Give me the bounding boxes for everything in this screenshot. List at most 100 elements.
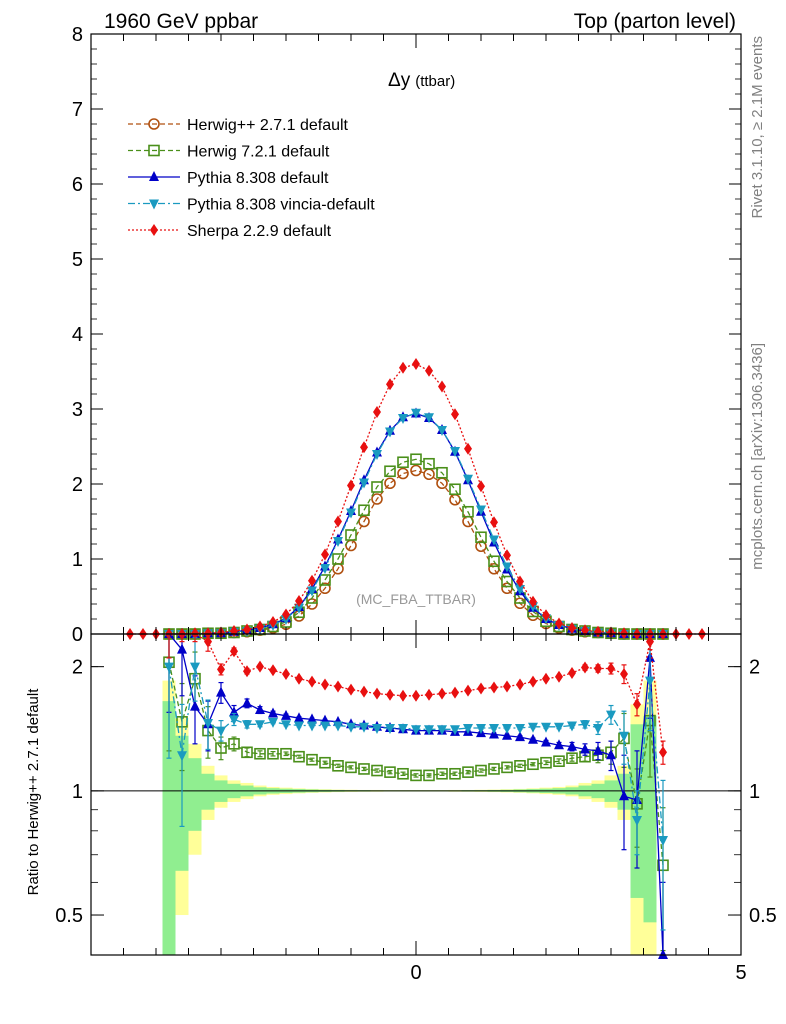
ratio-point-1 (580, 743, 590, 754)
ratio-point-2 (203, 719, 213, 730)
ratio-point-2 (255, 720, 265, 731)
ratio-point-3 (529, 675, 537, 688)
main-point-4 (243, 623, 251, 636)
ratio-point-1 (554, 739, 564, 750)
main-point-4 (581, 624, 589, 637)
ratio-point-0 (449, 767, 461, 780)
ratio-point-2 (489, 724, 499, 735)
main-point-4 (256, 620, 264, 633)
band-inner (188, 758, 202, 831)
ratio-point-0 (553, 755, 565, 767)
ratio-point-3 (607, 662, 615, 675)
rivet-label: Rivet 3.1.10, ≥ 2.1M events (749, 36, 766, 219)
ratio-point-2 (502, 724, 512, 735)
ratio-point-2 (658, 836, 668, 847)
ratio-point-3 (451, 686, 459, 699)
ratio-point-2 (229, 715, 239, 726)
ratio-point-1 (190, 700, 200, 711)
ratio-point-2 (593, 724, 603, 735)
main-ytick-label: 4 (72, 324, 83, 346)
ratio-point-2 (645, 676, 655, 687)
main-line-0 (169, 469, 663, 635)
ratio-point-0 (527, 758, 539, 771)
ratio-point-0 (332, 760, 344, 772)
main-point-1 (475, 531, 487, 544)
main-point-0 (319, 582, 331, 595)
main-point-1 (345, 529, 357, 541)
ratio-point-2 (606, 710, 616, 721)
main-point-3 (515, 585, 525, 595)
ratio-ytick-label: 0.5 (55, 905, 83, 927)
main-point-0 (410, 464, 422, 477)
main-point-3 (502, 562, 512, 573)
ratio-point-3 (373, 687, 381, 700)
main-point-1 (462, 505, 474, 518)
legend-label: Herwig 7.2.1 default (187, 144, 330, 161)
legend-marker (149, 171, 159, 181)
band-inner (162, 701, 176, 955)
ratio-point-3 (321, 678, 329, 691)
ratio-point-1 (307, 713, 317, 724)
ratio-xtick-label: 5 (735, 962, 746, 984)
main-point-0 (384, 477, 396, 490)
ratio-point-2 (476, 724, 486, 735)
ratio-ytick-label-right: 2 (749, 657, 760, 679)
main-point-3 (320, 564, 330, 574)
main-point-1 (371, 481, 383, 493)
ratio-point-2 (567, 721, 577, 732)
legend-label: Herwig++ 2.7.1 default (187, 117, 349, 134)
ratio-point-2 (164, 662, 174, 673)
ratio-point-2 (294, 721, 304, 732)
ratio-point-0 (267, 747, 279, 760)
header-left: 1960 GeV ppbar (104, 10, 258, 33)
main-point-3 (359, 478, 369, 489)
main-point-4 (360, 441, 368, 454)
ratio-point-3 (347, 683, 355, 696)
ratio-point-0 (254, 747, 266, 760)
main-ytick-label: 6 (72, 174, 83, 196)
ratio-point-3 (516, 678, 524, 691)
ratio-point-0 (462, 766, 474, 778)
main-point-1 (319, 574, 331, 586)
header-right: Top (parton level) (574, 10, 736, 33)
ratio-point-2 (411, 725, 421, 736)
ratio-point-2 (307, 721, 317, 732)
main-point-1 (410, 453, 422, 466)
ratio-point-0 (475, 764, 487, 777)
main-point-4 (477, 480, 485, 493)
ratio-point-1 (541, 736, 551, 747)
ratio-point-2 (385, 724, 395, 735)
main-point-0 (501, 582, 513, 595)
main-point-4 (568, 622, 576, 634)
main-point-4 (412, 358, 420, 370)
ratio-point-3 (594, 662, 602, 675)
main-point-3 (424, 413, 434, 424)
plot-title-sub: (ttbar) (415, 73, 455, 90)
legend-label: Pythia 8.308 vincia-default (187, 197, 375, 214)
ratio-point-2 (190, 662, 200, 673)
ratio-point-0 (540, 756, 552, 769)
band-inner (643, 715, 657, 923)
ratio-point-0 (306, 753, 318, 766)
ratio-point-1 (593, 744, 603, 755)
main-point-1 (397, 456, 409, 469)
ratio-point-2 (424, 725, 434, 736)
main-point-3 (489, 535, 499, 546)
main-point-1 (449, 483, 461, 496)
ratio-point-0 (501, 761, 513, 774)
ratio-point-2 (450, 725, 460, 736)
plot-title-main: Δy (388, 70, 411, 91)
main-point-4 (321, 548, 329, 561)
ratio-point-2 (398, 724, 408, 735)
main-point-0 (306, 598, 318, 610)
main-point-4 (308, 574, 316, 587)
main-point-4 (516, 575, 524, 588)
ratio-point-2 (541, 722, 551, 733)
main-point-1 (358, 504, 370, 517)
main-point-1 (488, 555, 500, 568)
main-point-4 (282, 608, 290, 621)
main-point-3 (346, 508, 356, 519)
ratio-point-2 (463, 724, 473, 735)
ratio-point-2 (268, 717, 278, 728)
source-label: mcplots.cern.ch [arXiv:1306.3436] (749, 343, 766, 570)
